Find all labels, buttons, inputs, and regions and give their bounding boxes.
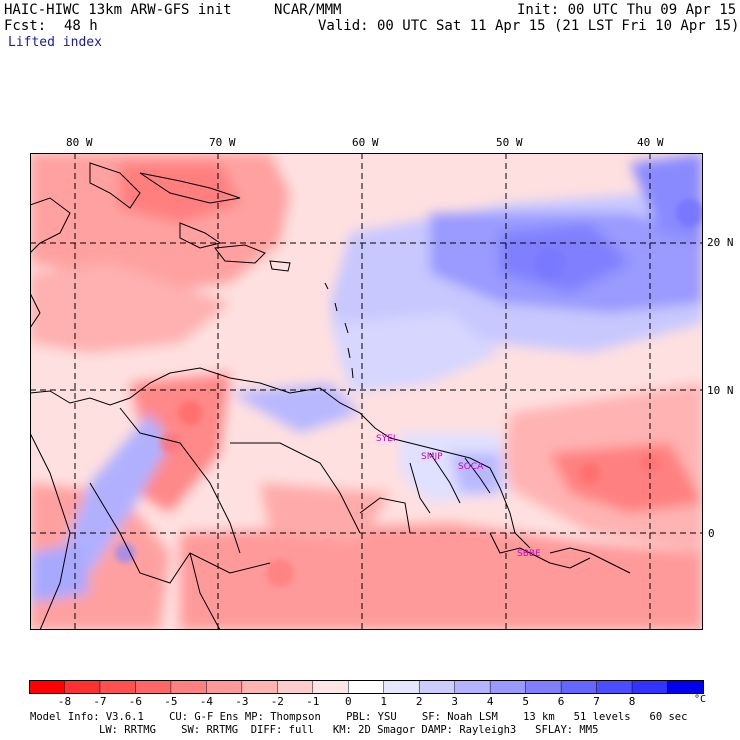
legend-tick-label: 4 [486, 695, 494, 708]
legend-tick-label: -4 [199, 695, 213, 708]
legend-tick-label: 8 [628, 695, 636, 708]
legend-swatch [29, 680, 66, 694]
legend-swatch [525, 680, 562, 694]
color-legend [29, 680, 704, 694]
legend-unit: °C [694, 694, 707, 705]
legend-swatch [631, 680, 669, 694]
legend-swatch [170, 680, 208, 694]
legend-swatch [383, 680, 420, 694]
legend-swatch [241, 680, 279, 694]
field-name: Lifted index [8, 35, 102, 50]
legend-swatch [667, 680, 704, 694]
lat-label-eq: 0 [708, 527, 715, 540]
lon-label-60w: 60 W [352, 136, 379, 149]
coastlines [30, 162, 631, 630]
forecast-label: Fcst: [4, 18, 47, 34]
legend-swatch [277, 680, 314, 694]
legend-tick-label: 5 [522, 695, 529, 708]
legend-swatch [560, 680, 598, 694]
legend-swatch [418, 680, 456, 694]
graticule [30, 153, 703, 630]
legend-swatch [64, 680, 101, 694]
legend-swatch [135, 680, 172, 694]
legend-tick-label: 0 [344, 695, 352, 708]
legend-tick-label: -6 [128, 695, 143, 708]
lon-label-80w: 80 W [66, 136, 93, 149]
legend-tick-label: 1 [380, 695, 388, 708]
model-info-line2: LW: RRTMG SW: RRTMG DIFF: full KM: 2D Sm… [99, 724, 599, 736]
legend-tick-label: 2 [415, 695, 423, 708]
legend-swatch [99, 680, 137, 694]
init-time: Init: 00 UTC Thu 09 Apr 15 [517, 2, 737, 18]
organization: NCAR/MMM [274, 2, 342, 18]
lon-label-40w: 40 W [637, 136, 664, 149]
legend-tick-label: -7 [93, 695, 107, 708]
lat-label-20n: 20 N [707, 236, 734, 249]
valid-time: Valid: 00 UTC Sat 11 Apr 15 (21 LST Fri … [318, 18, 740, 34]
model-info-line1: Model Info: V3.6.1 CU: G-F Ens MP: Thomp… [30, 711, 688, 723]
legend-swatch [348, 680, 385, 694]
legend-tick-label: 6 [557, 695, 565, 708]
lon-label-70w: 70 W [209, 136, 236, 149]
legend-swatch [454, 680, 491, 694]
station-soca: SOCA [458, 462, 484, 472]
legend-tick-label: -3 [235, 695, 249, 708]
lat-label-10n: 10 N [707, 384, 734, 397]
legend-swatch [489, 680, 527, 694]
station-syei: SYEI [376, 434, 396, 444]
legend-swatch [596, 680, 633, 694]
legend-tick-label: -2 [270, 695, 284, 708]
lon-label-50w: 50 W [496, 136, 523, 149]
legend-tick-label: -8 [57, 695, 72, 708]
legend-tick-label: -1 [306, 695, 320, 708]
map-frame [30, 153, 703, 630]
model-title: HAIC-HIWC 13km ARW-GFS init [4, 2, 232, 18]
legend-tick-label: -5 [164, 695, 178, 708]
station-smjp: SMJP [421, 452, 443, 462]
legend-tick-label: 3 [451, 695, 458, 708]
legend-swatch [312, 680, 350, 694]
field-speckle [115, 199, 703, 587]
lifted-index-map: SYEI SMJP SOCA SBBE [30, 153, 703, 630]
legend-swatch [206, 680, 243, 694]
legend-tick-label: 7 [593, 695, 600, 708]
field-shading [30, 153, 703, 630]
forecast-hour: 48 h [64, 18, 98, 34]
station-sbbe: SBBE [517, 549, 541, 559]
